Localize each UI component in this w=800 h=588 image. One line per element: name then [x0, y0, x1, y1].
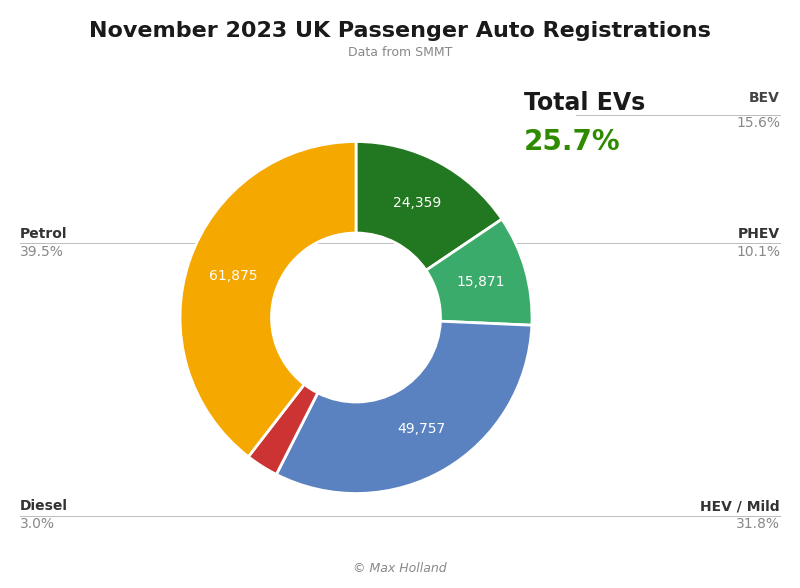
Text: Petrol: Petrol [20, 227, 67, 241]
Wedge shape [276, 321, 532, 493]
Wedge shape [248, 385, 318, 475]
Text: 25.7%: 25.7% [524, 128, 621, 156]
Text: 15,871: 15,871 [456, 275, 505, 289]
Text: 61,875: 61,875 [210, 269, 258, 283]
Text: 49,757: 49,757 [397, 422, 446, 436]
Text: Total EVs: Total EVs [524, 91, 646, 115]
Text: 15.6%: 15.6% [736, 116, 780, 131]
Text: © Max Holland: © Max Holland [353, 562, 447, 575]
Wedge shape [356, 142, 502, 270]
Text: HEV / Mild: HEV / Mild [700, 499, 780, 513]
Text: November 2023 UK Passenger Auto Registrations: November 2023 UK Passenger Auto Registra… [89, 21, 711, 41]
Wedge shape [180, 142, 356, 457]
Text: 3.0%: 3.0% [20, 517, 55, 531]
Text: Data from SMMT: Data from SMMT [348, 46, 452, 59]
Text: 31.8%: 31.8% [736, 517, 780, 531]
Wedge shape [426, 219, 532, 325]
Text: PHEV: PHEV [738, 227, 780, 241]
Text: 10.1%: 10.1% [736, 245, 780, 259]
Text: Diesel: Diesel [20, 499, 68, 513]
Text: BEV: BEV [749, 91, 780, 105]
Text: 24,359: 24,359 [393, 196, 441, 211]
Text: 39.5%: 39.5% [20, 245, 64, 259]
